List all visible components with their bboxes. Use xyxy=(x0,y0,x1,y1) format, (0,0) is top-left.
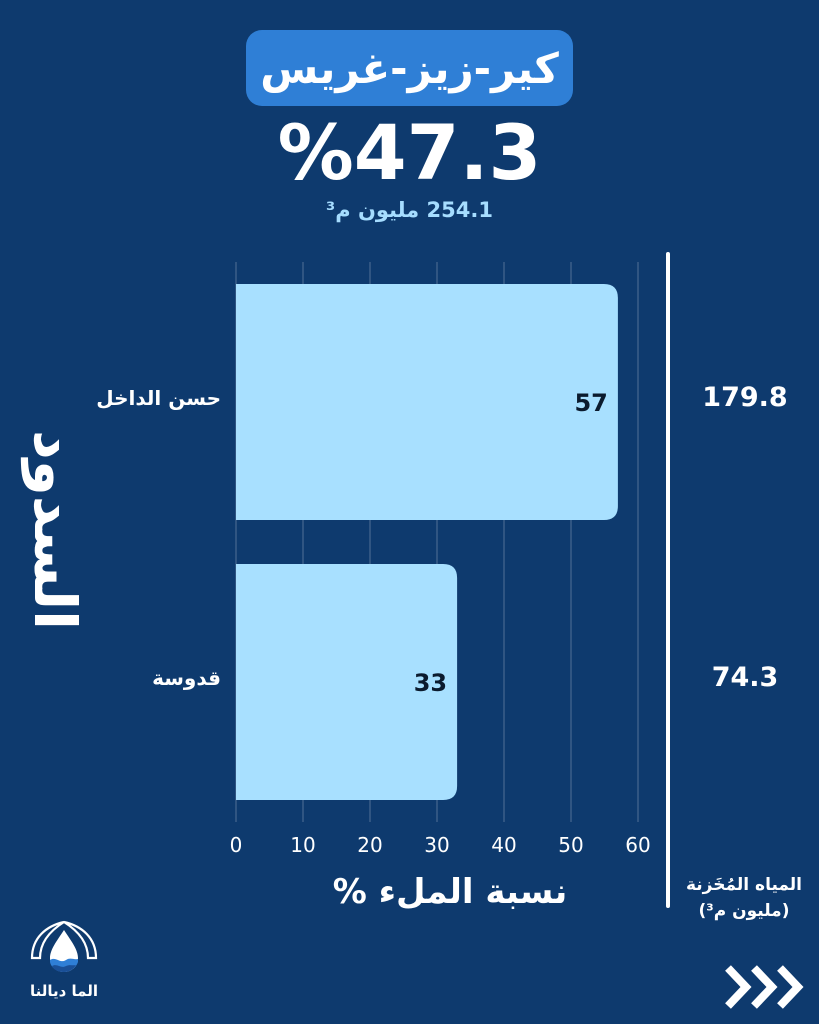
total-stored-volume: 254.1 مليون م³ xyxy=(326,198,493,222)
x-tick-label: 30 xyxy=(424,833,449,857)
bar xyxy=(236,564,458,800)
bar-value-label: 33 xyxy=(414,669,447,697)
water-drop-hands-icon xyxy=(30,920,98,972)
title-pill: كير-زيز-غريس xyxy=(246,30,573,106)
x-tick-label: 50 xyxy=(558,833,583,857)
x-tick-label: 10 xyxy=(290,833,315,857)
dam-name-label: حسن الداخل xyxy=(96,386,221,410)
storage-header-line1: المياه المُخَزنة xyxy=(685,875,802,895)
x-tick-label: 60 xyxy=(625,833,650,857)
x-tick-label: 20 xyxy=(357,833,382,857)
storage-header-line2: (مليون م³) xyxy=(698,901,790,921)
brand-name: الما ديالنا xyxy=(29,982,99,1000)
chart-ticks: 0 10 20 30 40 50 60 xyxy=(230,833,651,857)
region-title: كير-زيز-غريس xyxy=(260,43,559,93)
dam-name-label: قدوسة xyxy=(152,666,221,690)
brand-logo: الما ديالنا xyxy=(18,918,110,1010)
next-chevrons-icon[interactable] xyxy=(722,962,806,1012)
divider-line xyxy=(666,252,670,908)
storage-column-header: المياه المُخَزنة (مليون م³) xyxy=(676,872,812,924)
x-axis-title: نسبة الملء % xyxy=(332,872,568,912)
x-tick-label: 0 xyxy=(230,833,243,857)
stored-water-value: 179.8 xyxy=(702,382,788,413)
bar-value-label: 57 xyxy=(574,389,607,417)
chart-bars: 57 33 xyxy=(236,284,618,800)
bar xyxy=(236,284,618,520)
overall-fill-percent: %47.3 xyxy=(277,108,542,197)
stored-water-value: 74.3 xyxy=(711,662,779,693)
x-tick-label: 40 xyxy=(491,833,516,857)
